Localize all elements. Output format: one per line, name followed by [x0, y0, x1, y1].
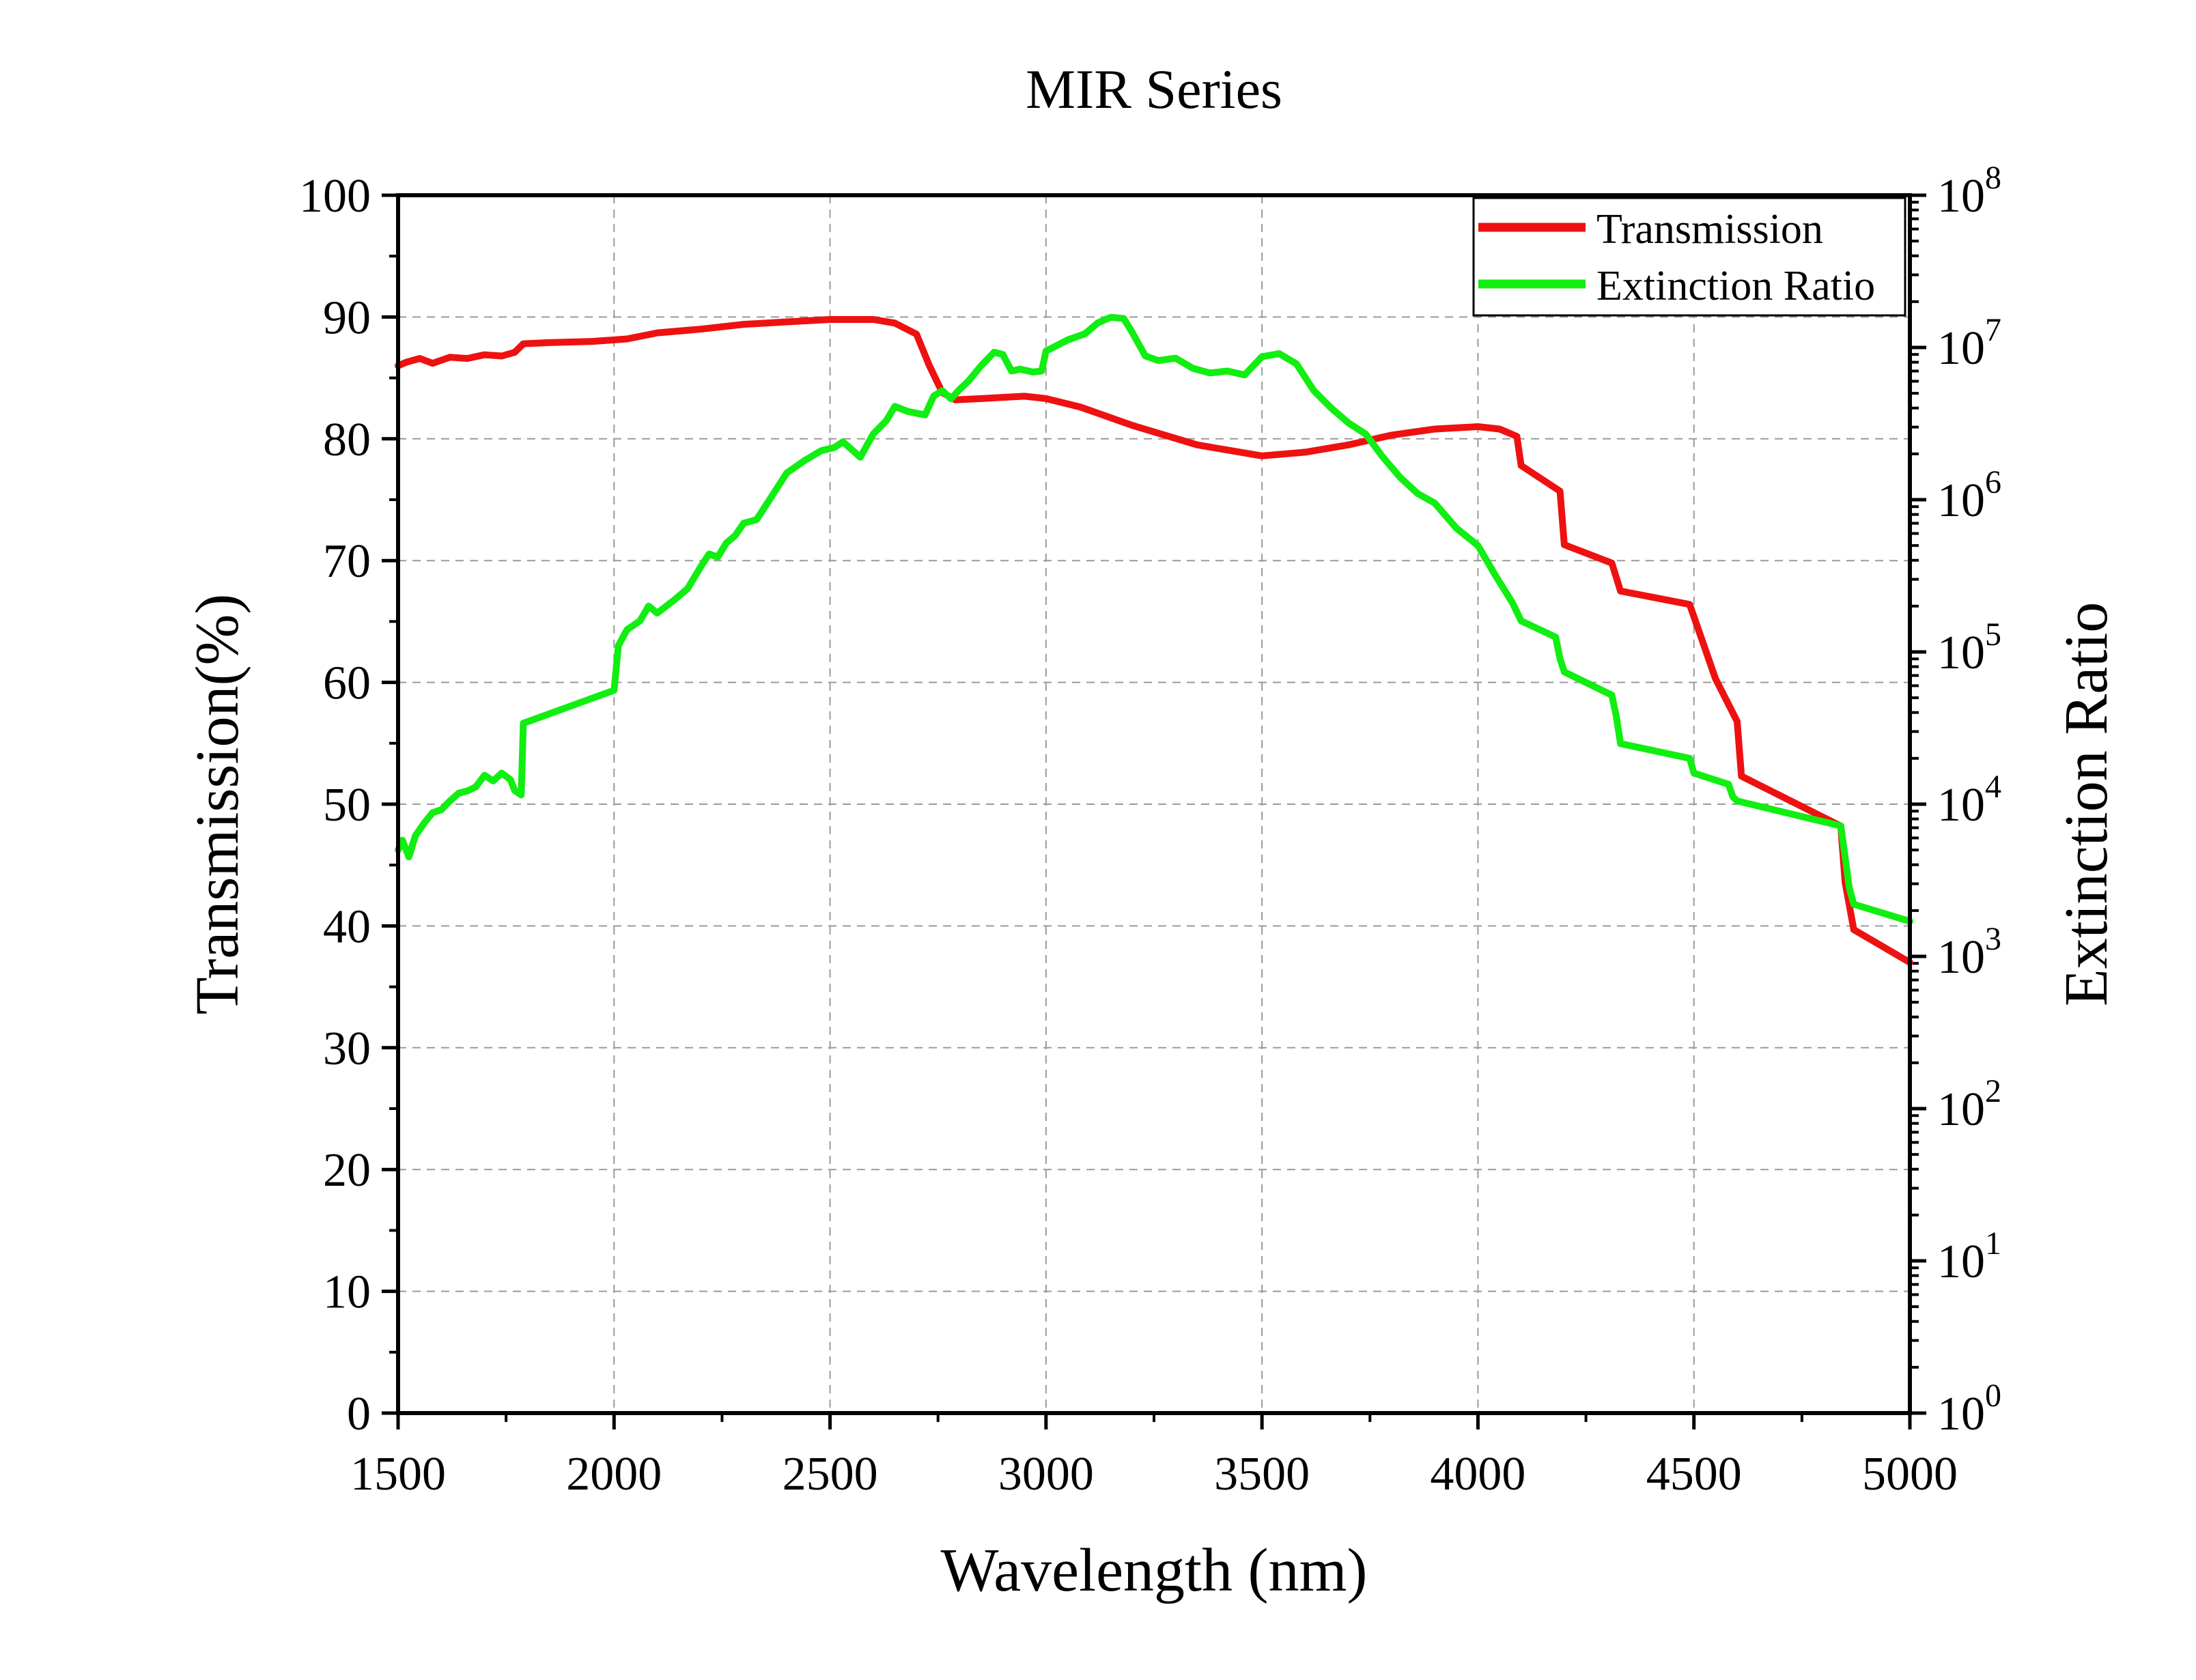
x-tick-label: 3500	[1214, 1448, 1310, 1500]
y2-tick-label: 106	[1937, 464, 2001, 527]
y2-tick-label: 103	[1937, 921, 2001, 984]
legend-label-transmission: Transmission	[1596, 206, 1823, 253]
x-tick-label: 1500	[350, 1448, 446, 1500]
y-tick-label: 50	[323, 779, 371, 831]
y-axis-right: 100 101 102 103 104 105 106 107 108	[1910, 160, 2001, 1440]
x-tick-label: 4000	[1430, 1448, 1525, 1500]
plot-frame	[396, 193, 1912, 1415]
y-tick-label: 80	[323, 414, 371, 466]
x-tick-label: 2500	[783, 1448, 878, 1500]
chart-title: MIR Series	[1026, 58, 1282, 120]
y-tick-label: 60	[323, 657, 371, 710]
y-tick-label: 90	[323, 291, 371, 344]
y-axis-right-label: Extinction Ratio	[2053, 602, 2120, 1006]
y2-tick-label: 105	[1937, 616, 2001, 679]
y2-tick-label: 100	[1937, 1378, 2001, 1440]
y-tick-label: 30	[323, 1023, 371, 1075]
x-axis: 1500 2000 2500 3000 3500 4000 4500 5000	[350, 1413, 1958, 1500]
y2-tick-label: 101	[1937, 1225, 2001, 1288]
y-tick-label: 100	[299, 170, 371, 223]
y-tick-label: 20	[323, 1144, 371, 1197]
y2-tick-label: 102	[1937, 1073, 2001, 1136]
y2-tick-label: 108	[1937, 160, 2001, 223]
legend-box	[1472, 197, 1906, 317]
y-axis-left: 0 10 20 30 40 50 60 70 80 90 100	[299, 170, 398, 1440]
legend-label-extinction-ratio: Extinction Ratio	[1596, 263, 1875, 309]
y-axis-left-label: Transmission(%)	[184, 594, 251, 1015]
legend: Transmission Extinction Ratio	[1472, 197, 1906, 317]
y2-tick-label: 107	[1937, 312, 2001, 375]
x-tick-label: 4500	[1646, 1448, 1742, 1500]
x-axis-label: Wavelength (nm)	[940, 1537, 1367, 1604]
series-layer	[395, 313, 1913, 966]
x-tick-label: 2000	[566, 1448, 662, 1500]
y-tick-label: 10	[323, 1266, 371, 1319]
series-line-extinction-ratio	[395, 313, 1913, 925]
y2-tick-label: 104	[1937, 769, 2001, 831]
series-line-transmission	[395, 316, 1913, 966]
y-tick-label: 70	[323, 535, 371, 588]
x-tick-label: 5000	[1862, 1448, 1958, 1500]
y-tick-label: 40	[323, 900, 371, 953]
x-tick-label: 3000	[998, 1448, 1094, 1500]
y-tick-label: 0	[347, 1388, 371, 1440]
